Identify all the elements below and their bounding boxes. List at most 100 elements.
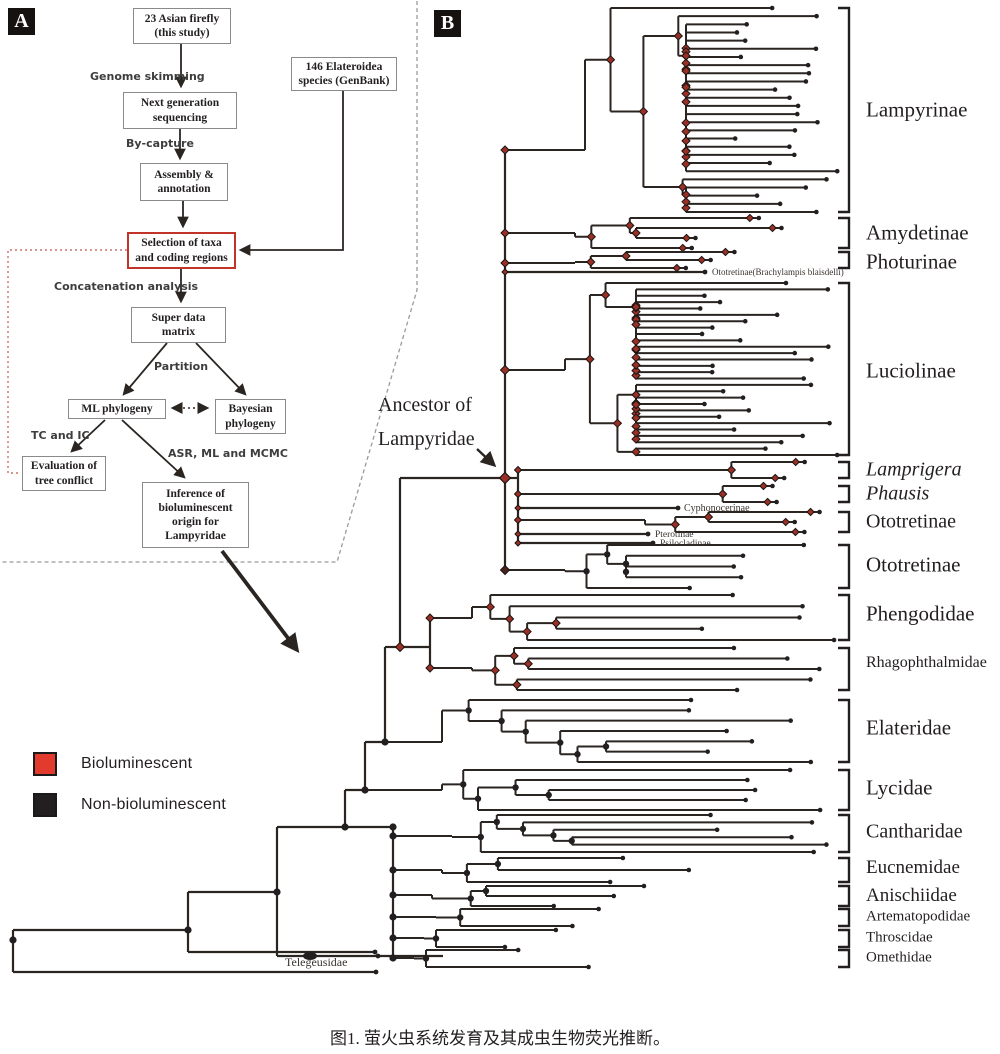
internal-node-marker [519,825,527,833]
tip-dot [825,287,831,292]
internal-node-marker [467,895,474,902]
black-node-marker [389,913,397,921]
internal-node-marker [631,427,641,438]
family-label-rhagophthalmidae: Rhagophthalmidae [866,654,987,671]
black-node-marker [341,823,349,831]
red-node-marker [500,145,510,155]
bracket-lampyrinae [838,6,851,214]
flowchart-box-ml-phylogeny: ML phylogeny [68,399,166,419]
tip-dot [817,807,823,813]
tip-dot [787,95,792,101]
tip-dot [738,574,744,580]
tip-dot [785,656,790,661]
tip-dot [801,542,807,548]
tip-dot [693,235,698,241]
tip-dot [756,215,762,221]
internal-node-marker [583,568,590,575]
internal-node-marker [625,220,635,231]
tip-dot [740,553,746,559]
internal-node-marker [602,743,610,750]
family-brackets [838,6,851,969]
tip-dot [720,388,726,394]
internal-node-marker [494,860,502,868]
legend-item-bioluminescent: Bioluminescent [33,752,226,776]
internal-node-marker [681,197,691,207]
clade-phengodidae [430,592,837,643]
tip-node-marker [678,243,688,253]
clade-rhagophthalmidae [430,645,822,693]
flowchart-box-assembly: Assembly & annotation [140,163,228,201]
tree-small-labels: Ototretinae(Brachylampis blaisdelli) Cyph… [285,267,844,969]
internal-node-marker [622,560,630,568]
internal-node-marker [585,354,595,364]
red-node-marker [513,515,523,525]
tip-dot [687,585,692,591]
tip-dot [709,325,715,330]
tip-dot [827,420,832,426]
bracket-cantharidae [838,813,851,854]
ancestor-annotation-line1: Ancestor of [378,394,472,416]
clade-elateridae [385,697,814,765]
tip-dot [783,280,789,286]
tip-dot [814,209,819,215]
panel-a-dashed-border [1,1,418,563]
tip-dot [809,820,815,825]
tip-node-marker [745,213,755,223]
internal-node-marker [545,791,552,799]
tip-node-marker [697,255,706,265]
tip-dot [792,152,797,158]
flowchart-arrows [70,44,497,654]
internal-node-marker [673,31,684,41]
internal-node-marker [605,55,616,65]
red-node-marker [499,364,511,376]
non-bioluminescent-label: Non-bioluminescent [81,796,227,813]
internal-node-marker [631,352,641,363]
telegeusidae-node [303,952,317,960]
family-label-cantharidae: Cantharidae [866,820,963,843]
tip-dot [808,759,814,765]
internal-node-marker [612,418,623,429]
flowchart-box-bayesian-phylogeny: Bayesian phylogeny [215,399,286,434]
tip-dot [811,849,816,855]
tip-dot [824,842,829,847]
internal-node-marker [482,887,490,895]
tip-dot [689,245,695,251]
figure-caption: 图1. 萤火虫系统发育及其成虫生物荧光推断。 [330,1029,670,1048]
tip-dot [772,87,778,92]
tip-dot [809,357,814,362]
internal-node-marker [631,302,641,312]
tip-dot [824,177,829,182]
family-label-amydetinae: Amydetinae [866,220,969,245]
internal-node-marker [557,739,564,746]
internal-node-marker [477,833,484,841]
internal-node-marker [631,434,641,444]
family-label-lamprigera: Lamprigera [866,458,962,481]
clade-omethidae [393,947,591,970]
legend: Bioluminescent Non-bioluminescent [33,752,226,834]
bracket-throscidae [838,928,851,949]
tip-dot [792,128,798,133]
family-label-throscidae: Throscidae [866,929,933,946]
red-node-marker [513,465,523,475]
tip-dot [699,626,705,632]
tip-dot [702,401,707,407]
internal-node-marker [631,390,641,400]
tip-dot [570,923,575,929]
family-label-luciolinae: Luciolinae [866,358,956,383]
clade-lampyrinae [505,5,840,215]
flowchart-arrow-label-tc-and-ic: TC and IC [31,429,90,442]
tip-dot [688,697,694,703]
tip-dot [551,903,557,909]
tip-dot [754,193,760,198]
tip-dot [716,414,722,420]
bracket-phengodidae [838,593,851,642]
flowchart-arrow-label-partition: Partition [154,360,209,373]
internal-node-marker [681,146,691,157]
tip-dot [731,645,737,651]
small-label-telegeusidae: Telegeusidae [285,955,347,969]
internal-node-marker [631,228,641,238]
flowchart-box-elateroidea-genbank: 146 Elateroidea species (GenBank) [291,57,397,91]
clade-lamprigera [518,457,807,483]
bracket-amydetinae [838,216,851,250]
internal-node-marker [631,399,641,410]
